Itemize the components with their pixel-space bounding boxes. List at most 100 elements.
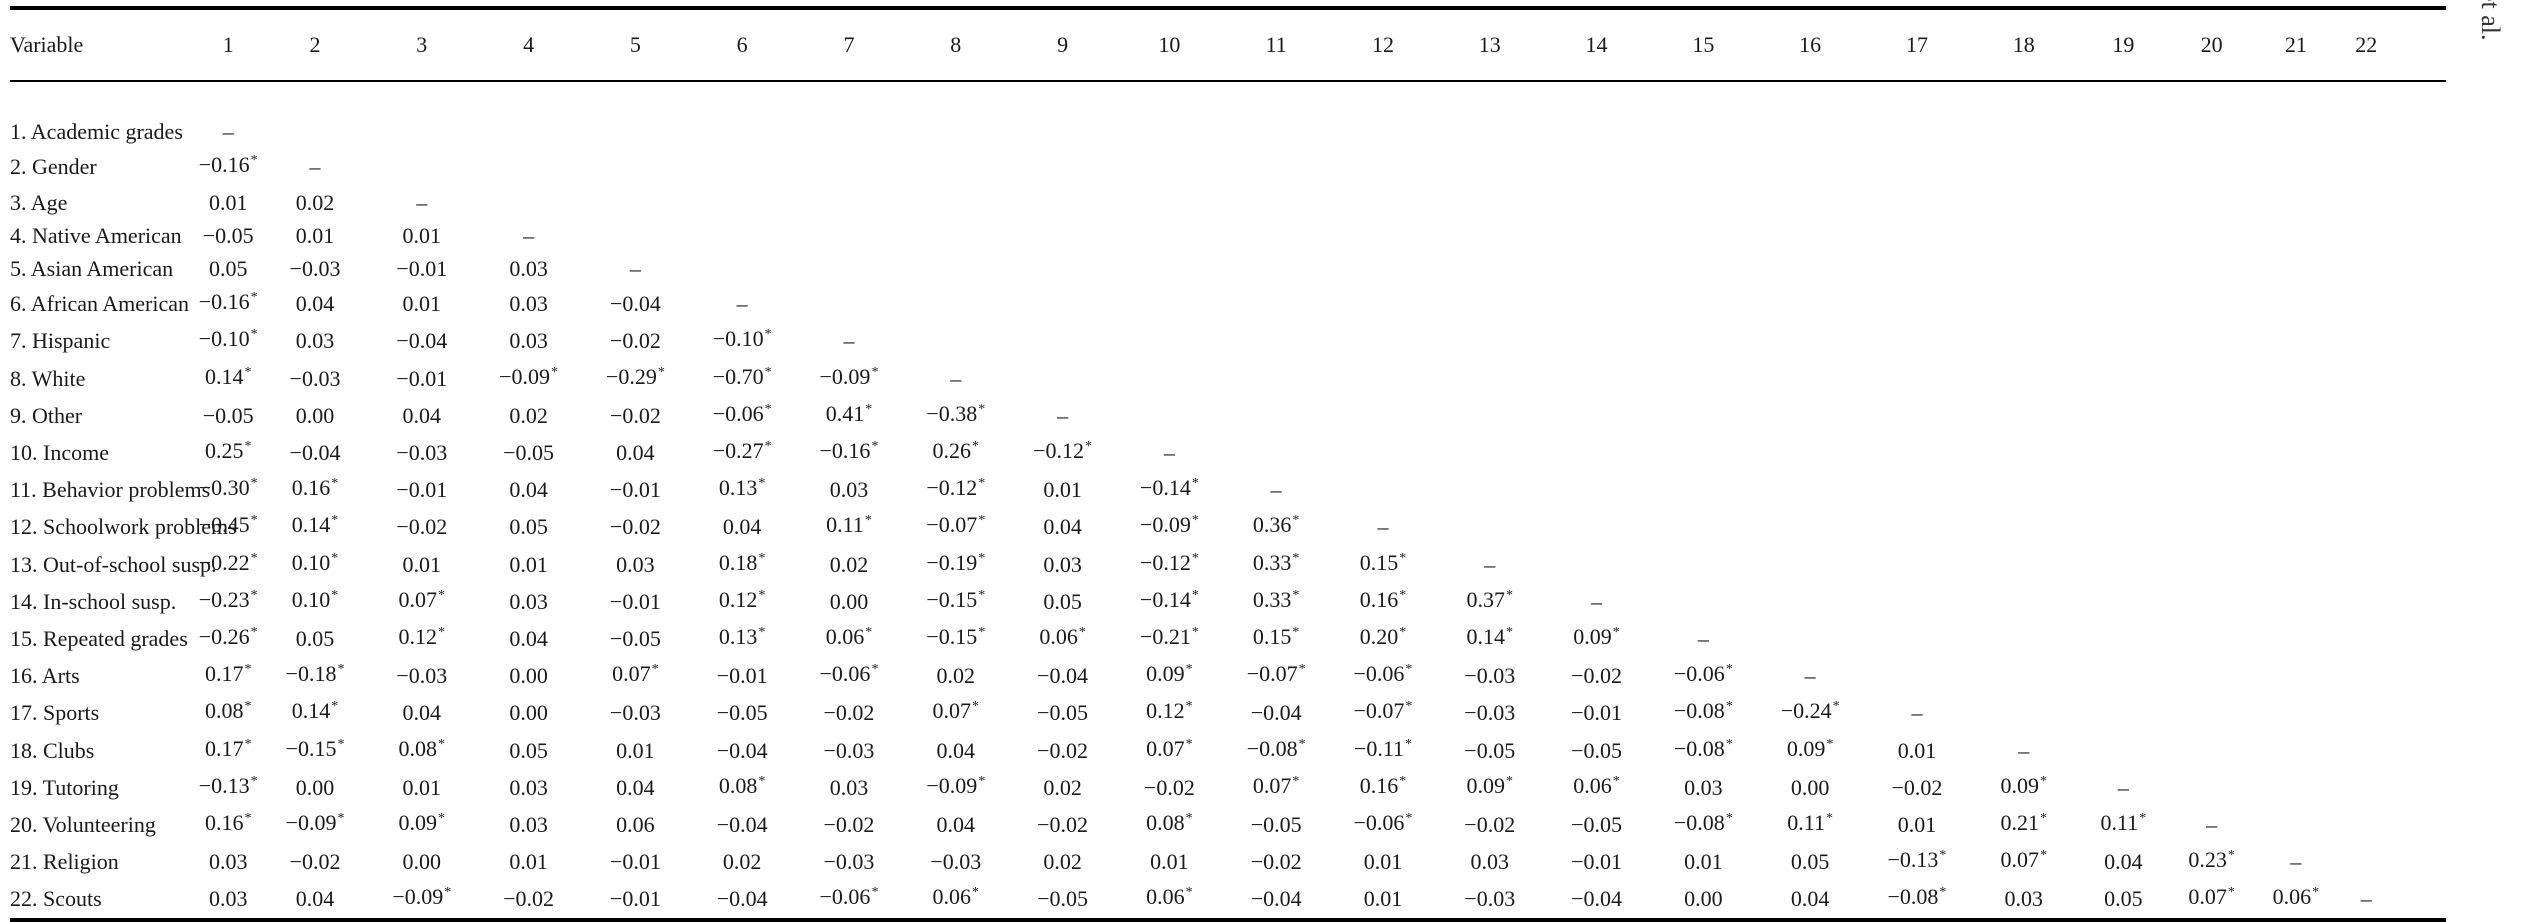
table-cell: 0.07* [902, 694, 1009, 731]
cell-value: 0.08 [204, 698, 244, 724]
empty-cell [1970, 115, 2077, 148]
table-cell: −0.05 [609, 626, 661, 652]
cell-value: 0.14 [291, 512, 331, 538]
empty-cell [1864, 508, 1971, 545]
empty-cell [1864, 115, 1971, 148]
significance-marker: * [337, 736, 345, 752]
empty-cell [1970, 620, 2077, 657]
table-cell: – [1484, 551, 1496, 577]
empty-cell [2254, 769, 2338, 806]
table-cell: −0.02 [1464, 812, 1516, 838]
table-cell: 0.14* [262, 694, 369, 731]
table-cell: 0.13* [689, 620, 796, 657]
significance-marker: * [244, 736, 252, 752]
empty-cell [1116, 397, 1223, 434]
table-cell: −0.04 [1037, 663, 1089, 689]
empty-cell [2077, 434, 2169, 471]
empty-cell [1223, 115, 1330, 148]
significance-marker: * [972, 439, 980, 455]
significance-marker: * [1405, 811, 1413, 827]
table-cell: 0.03 [509, 256, 548, 281]
cell-value: −0.14 [1139, 586, 1191, 612]
cell-value: 0.37 [1466, 586, 1506, 612]
significance-marker: * [1185, 736, 1193, 752]
significance-marker: * [1292, 773, 1300, 789]
significance-marker: * [331, 699, 339, 715]
cell-value: −0.08 [1887, 884, 1939, 910]
table-cell: 0.01 [402, 291, 442, 317]
table-header: Variable 1 2 3 4 5 6 7 8 9 10 11 12 13 14 15 16 17 18 19 20… [10, 6, 2446, 82]
significance-marker: * [2039, 811, 2047, 827]
empty-cell [1436, 397, 1543, 434]
cell-value: 0.12 [718, 586, 758, 612]
column-header-5: 5 [581, 6, 689, 82]
empty-cell [2254, 322, 2338, 359]
table-cell: 0.04 [261, 880, 369, 922]
cell-value: −0.06 [1353, 661, 1405, 687]
empty-cell [1650, 322, 1757, 359]
empty-cell [1757, 115, 1864, 148]
row-label: 19. Tutoring [10, 774, 119, 800]
empty-cell [1436, 434, 1543, 471]
empty-cell [2338, 397, 2394, 434]
empty-cell [2394, 843, 2446, 880]
empty-cell [902, 252, 1009, 285]
table-cell: – [1911, 700, 1923, 726]
table-cell: 0.03 [509, 774, 548, 800]
empty-cell [1009, 360, 1116, 397]
row-label: 2. Gender [10, 154, 97, 180]
table-cell: 0.04 [402, 402, 442, 428]
table-cell: −0.04 [396, 328, 448, 354]
table-row: 3. Age 0.01 0.02 – [10, 186, 2446, 219]
empty-cell [582, 219, 689, 252]
empty-cell [1330, 186, 1437, 219]
spacer-cell [10, 81, 2446, 115]
cell-value: 0.07 [2188, 884, 2227, 910]
column-header-19: 19 [2077, 6, 2170, 82]
table-cell: 0.01 [509, 551, 548, 577]
table-cell: 0.06 [616, 812, 655, 838]
table-cell: 0.07* [582, 657, 689, 694]
empty-cell [2254, 471, 2338, 508]
empty-cell [1757, 148, 1864, 185]
table-cell: −0.02 [1037, 737, 1089, 763]
cell-value: −0.09 [285, 810, 337, 836]
empty-cell [1650, 546, 1757, 583]
table-row: 9. Other −0.05 0.00 0.04 0.02 −0.02 −0.06* 0.41… [10, 397, 2446, 434]
table-cell: −0.01 [609, 588, 661, 614]
table-cell: −0.06* [795, 880, 903, 922]
significance-marker: * [1725, 699, 1733, 715]
empty-cell [2338, 694, 2394, 731]
cell-value: −0.08 [1673, 735, 1725, 761]
empty-cell [1864, 657, 1971, 694]
table-cell: 0.09* [1543, 620, 1650, 657]
table-cell: 0.03 [1043, 551, 1082, 577]
cell-value: −0.07 [1246, 661, 1298, 687]
empty-cell [2338, 471, 2394, 508]
cell-value: 0.12 [398, 624, 438, 650]
significance-marker: * [1405, 699, 1413, 715]
empty-cell [262, 115, 369, 148]
table-cell: 0.03 [509, 328, 548, 354]
empty-cell [2338, 186, 2394, 219]
empty-cell [1970, 186, 2077, 219]
empty-cell [1970, 583, 2077, 620]
table-cell: 0.00 [1790, 774, 1830, 800]
table-cell: −0.02 [1250, 849, 1302, 875]
significance-marker: * [871, 662, 879, 678]
empty-cell [1009, 115, 1116, 148]
empty-cell [2394, 397, 2446, 434]
significance-marker: * [1185, 662, 1193, 678]
cell-value: 0.14 [291, 698, 331, 724]
empty-cell [2394, 583, 2446, 620]
empty-cell [2338, 732, 2394, 769]
significance-marker: * [871, 364, 879, 380]
empty-cell [2170, 322, 2254, 359]
significance-marker: * [764, 327, 772, 343]
table-cell: −0.24* [1757, 694, 1864, 731]
significance-marker: * [657, 364, 665, 380]
empty-cell [1650, 471, 1757, 508]
significance-marker: * [1405, 736, 1412, 752]
empty-cell [1223, 322, 1330, 359]
empty-cell [1543, 508, 1650, 545]
